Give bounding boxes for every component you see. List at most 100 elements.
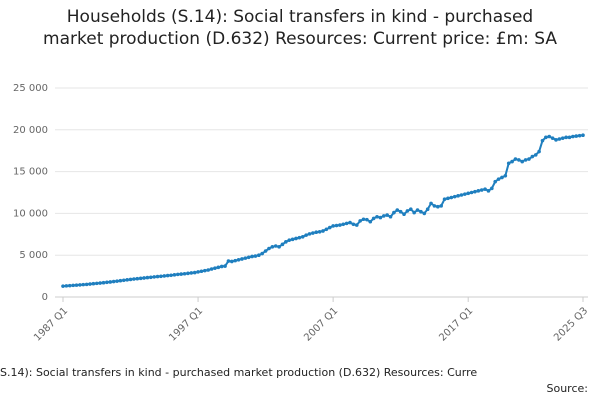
point: [557, 137, 562, 141]
point: [128, 277, 133, 282]
point: [520, 159, 525, 164]
point: [537, 149, 541, 154]
point: [226, 259, 231, 263]
point: [64, 284, 69, 288]
point: [260, 251, 265, 256]
point: [94, 281, 99, 286]
point: [155, 274, 160, 279]
point: [71, 283, 75, 288]
point: [311, 231, 315, 235]
point: [486, 189, 491, 193]
point: [324, 227, 329, 232]
point: [344, 221, 349, 226]
point: [459, 193, 464, 197]
point: [469, 190, 474, 195]
point: [365, 217, 369, 222]
point: [186, 271, 190, 276]
point: [115, 279, 119, 283]
point: [179, 272, 183, 276]
point: [297, 235, 302, 240]
y-tick-label: 10 000: [13, 208, 48, 219]
point: [419, 209, 423, 214]
point: [253, 254, 258, 258]
point: [452, 194, 457, 199]
point: [496, 177, 501, 181]
point: [277, 245, 281, 249]
point: [84, 282, 89, 287]
chart-title: Households (S.14): Social transfers in k…: [43, 7, 557, 49]
point: [436, 204, 440, 209]
y-tick-label: 20 000: [13, 125, 48, 136]
point: [334, 223, 339, 228]
footer: S.14): Social transfers in kind - purcha…: [0, 366, 478, 379]
point: [341, 222, 346, 227]
point: [213, 266, 217, 270]
point: [388, 214, 393, 219]
point: [263, 249, 268, 253]
x-tick-label: 2025 Q3: [552, 305, 590, 343]
point: [517, 158, 521, 162]
point: [287, 238, 292, 242]
point: [280, 242, 285, 247]
point: [564, 135, 568, 140]
point: [165, 273, 170, 278]
point: [182, 271, 187, 276]
point: [108, 280, 113, 284]
x-tick-label: 2017 Q1: [437, 305, 475, 343]
point: [429, 201, 433, 206]
point: [209, 267, 214, 271]
point: [412, 210, 416, 215]
point: [125, 278, 129, 282]
point: [88, 282, 92, 286]
point: [338, 223, 342, 227]
point: [304, 233, 308, 237]
point: [138, 276, 143, 281]
point: [513, 157, 518, 161]
point: [439, 204, 443, 208]
point: [307, 232, 312, 236]
x-tick-label: 1997 Q1: [167, 305, 205, 343]
point: [159, 274, 163, 279]
point: [294, 236, 298, 241]
point: [446, 196, 450, 201]
point: [503, 173, 508, 178]
point: [415, 208, 420, 212]
point: [216, 265, 221, 270]
point: [233, 258, 238, 263]
point: [317, 229, 322, 234]
point: [290, 237, 295, 242]
point: [101, 280, 106, 285]
point: [392, 210, 396, 215]
point: [571, 134, 575, 139]
point: [246, 255, 251, 260]
point: [402, 212, 406, 217]
point: [300, 235, 305, 239]
point: [385, 213, 389, 217]
y-tick-label: 25 000: [13, 83, 48, 94]
point: [533, 153, 538, 157]
x-tick-label: 1987 Q1: [32, 305, 70, 343]
point: [81, 282, 86, 287]
point: [432, 204, 437, 208]
point: [574, 134, 579, 138]
point: [473, 189, 477, 194]
point: [172, 273, 177, 277]
point: [449, 195, 454, 200]
point: [547, 134, 552, 139]
source: Source:: [546, 382, 589, 395]
point: [162, 274, 167, 278]
point: [523, 158, 528, 162]
point: [398, 209, 403, 214]
point: [314, 230, 319, 235]
point: [506, 161, 511, 166]
point: [74, 283, 79, 287]
y-tick-label: 0: [42, 292, 48, 303]
point: [206, 268, 210, 272]
point: [479, 188, 484, 192]
point: [463, 192, 467, 196]
point: [118, 278, 123, 283]
point: [490, 186, 494, 191]
point: [577, 133, 582, 138]
